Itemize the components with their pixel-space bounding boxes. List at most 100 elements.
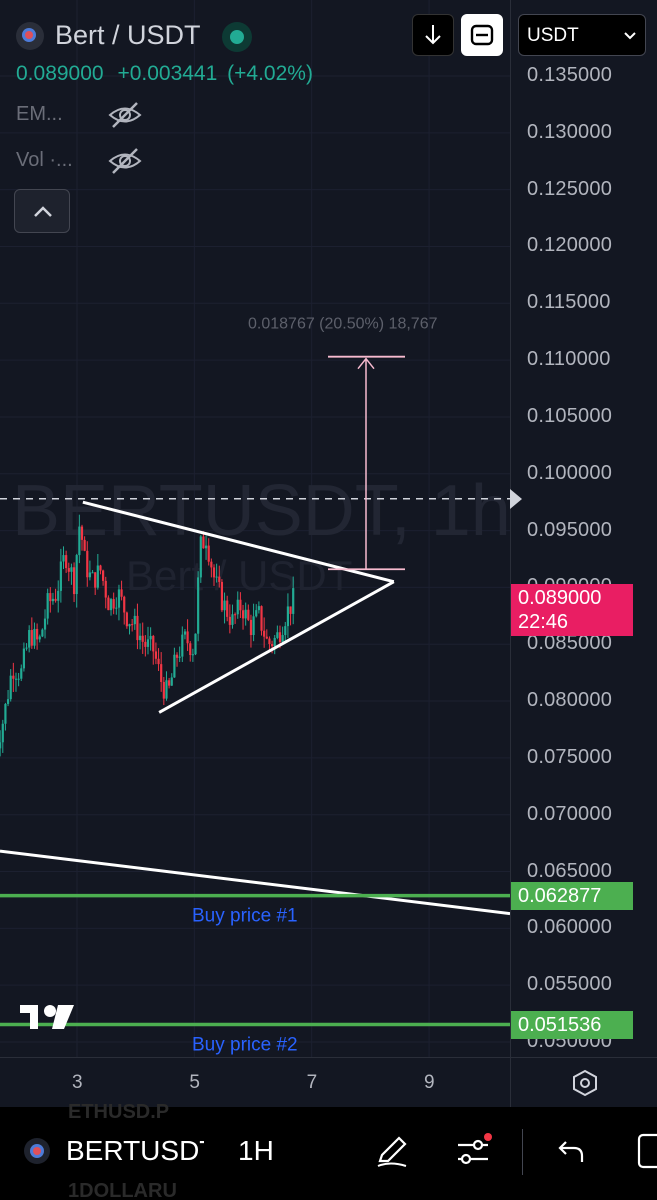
candle-body <box>215 576 218 578</box>
price-tick-label: 0.120000 <box>527 234 613 257</box>
price-change-line: 0.089000 +0.003441 (+4.02%) <box>16 62 313 86</box>
long-trendline <box>0 849 510 916</box>
candle-body <box>181 634 184 657</box>
chart-settings-button[interactable] <box>510 1057 657 1108</box>
buy-level-2-value: 0.051536 <box>518 1013 602 1036</box>
candle-body <box>231 614 234 625</box>
undo-icon[interactable] <box>554 1134 590 1170</box>
candle-body <box>207 545 210 562</box>
candle-body <box>70 567 73 572</box>
change-percent: (+4.02%) <box>227 62 313 85</box>
interval-button[interactable]: 1H <box>238 1135 274 1166</box>
buy-level-1-tag: 0.062877 <box>511 881 633 910</box>
candle-body <box>123 596 126 613</box>
candle-body <box>17 678 20 680</box>
candle-body <box>107 597 110 611</box>
bottom-toolbar: ETHUSD.P 1DOLLARU BERTUSDT 1H <box>0 1101 657 1200</box>
candle-body <box>273 637 276 647</box>
bar-countdown: 22:46 <box>518 610 569 633</box>
candle-body <box>38 636 41 640</box>
candle-body <box>128 624 131 627</box>
eye-off-icon[interactable] <box>108 100 142 135</box>
candle-body <box>0 742 2 749</box>
candle-body <box>138 635 142 641</box>
indicators-sliders-icon[interactable] <box>452 1131 496 1171</box>
candle-body <box>65 555 68 569</box>
price-axis[interactable]: USDT 0.135000 0.130000 0.125000 0.120000 0.1… <box>510 0 657 1057</box>
candle-body <box>284 626 287 636</box>
candle-body <box>252 616 255 636</box>
time-axis[interactable]: 3 5 7 9 <box>0 1057 510 1108</box>
candle-body <box>83 539 86 551</box>
candle-body <box>244 609 247 619</box>
candle-body <box>46 593 49 619</box>
candle-body <box>154 651 158 659</box>
triangle-lower-line <box>158 580 395 714</box>
candle-body <box>33 628 36 646</box>
candle-body <box>12 675 15 679</box>
candle-body <box>281 635 284 642</box>
candle-body <box>168 680 171 686</box>
pen-icon[interactable] <box>372 1131 412 1171</box>
price-tick-label: 0.125000 <box>527 177 613 200</box>
candle-body <box>165 680 168 699</box>
candle-body <box>173 654 176 678</box>
candle-body <box>197 577 200 634</box>
price-chart[interactable]: BERTUSDT, 1h Bert / USDT Buy price #1 Buy… <box>0 0 510 1057</box>
candle-body <box>43 618 47 630</box>
candle-body <box>278 632 282 642</box>
candle-body <box>218 576 221 582</box>
candle-body <box>270 644 274 647</box>
price-tick-label: 0.085000 <box>527 632 613 655</box>
fullscreen-button[interactable] <box>461 14 503 56</box>
indicator-ema[interactable]: EM... <box>16 103 63 126</box>
fullscreen-icon <box>470 24 494 46</box>
candle-body <box>80 526 84 540</box>
candle-body <box>157 658 160 665</box>
currency-select[interactable]: USDT <box>518 14 646 56</box>
time-tick-label: 5 <box>189 1072 200 1093</box>
price-tick-label: 0.100000 <box>527 461 613 484</box>
candle-body <box>1 723 4 743</box>
candle-body <box>286 606 290 627</box>
arrow-down-icon <box>425 25 441 45</box>
candle-body <box>202 536 205 549</box>
candle-body <box>146 639 150 647</box>
price-tick-label: 0.075000 <box>527 745 613 768</box>
candle-body <box>175 654 179 658</box>
bottom-symbol: BERTUSDT <box>66 1135 204 1166</box>
candle-body <box>94 572 97 588</box>
candle-body <box>170 677 173 686</box>
collapse-legend-button[interactable] <box>14 189 70 233</box>
eye-off-icon[interactable] <box>108 146 142 181</box>
currency-select-value: USDT <box>527 25 579 46</box>
indicator-volume-label: Vol ·... <box>16 149 73 171</box>
download-button[interactable] <box>412 14 454 56</box>
price-tick-label: 0.055000 <box>527 973 613 996</box>
candle-body <box>72 567 76 595</box>
symbol-switcher[interactable]: BERTUSDT <box>0 1129 210 1175</box>
symbol-title[interactable]: Bert / USDT <box>55 20 201 50</box>
buy-level-2-tag: 0.051536 <box>511 1010 633 1039</box>
price-tick-label: 0.070000 <box>527 802 613 825</box>
candle-body <box>49 593 52 602</box>
candle-body <box>102 570 105 581</box>
price-tick-label: 0.110000 <box>527 348 611 371</box>
change-absolute: +0.003441 <box>117 62 218 85</box>
candle-body <box>260 606 263 631</box>
indicator-volume[interactable]: Vol ·... <box>16 149 73 172</box>
candle-body <box>59 561 62 591</box>
price-tick-label: 0.065000 <box>527 859 613 882</box>
candle-body <box>263 630 266 637</box>
candle-body <box>30 630 33 646</box>
candle-body <box>189 643 192 655</box>
price-tick-label: 0.060000 <box>527 916 613 939</box>
chart-area[interactable]: BERTUSDT, 1h Bert / USDT Buy price #1 Buy… <box>0 0 510 1057</box>
ghost-symbol-top: ETHUSD.P <box>68 1101 170 1123</box>
candle-body <box>212 567 216 578</box>
candle-body <box>112 599 115 609</box>
candle-body <box>241 610 245 619</box>
layout-icon[interactable] <box>637 1131 657 1171</box>
candle-body <box>249 619 253 636</box>
